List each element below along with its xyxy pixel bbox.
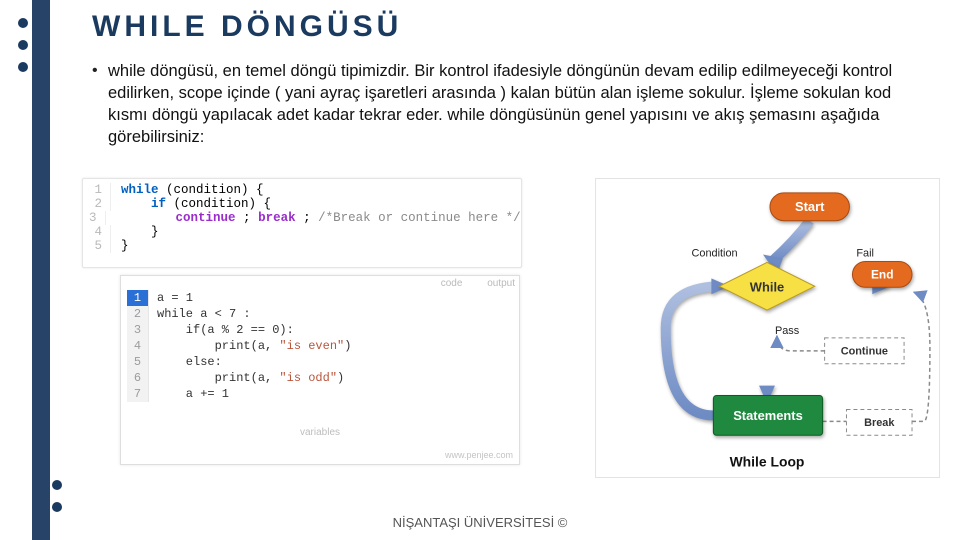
edge-label-condition: Condition (692, 247, 738, 259)
bullet-marker: • (92, 60, 108, 148)
slide-left-decor (14, 0, 64, 540)
line-number: 1 (127, 290, 149, 306)
code-line: while a < 7 : (157, 306, 251, 322)
tab-code: code (441, 278, 463, 289)
node-statements: Statements (733, 408, 803, 423)
code-line: a += 1 (157, 386, 229, 402)
slide-title: WHILE DÖNGÜSÜ (92, 10, 402, 44)
code-line: a = 1 (157, 290, 193, 306)
line-number: 1 (89, 183, 111, 197)
tab-output: output (487, 278, 515, 289)
code-line: if (condition) { (111, 197, 271, 211)
code-line: print(a, "is odd") (157, 370, 344, 386)
line-number: 7 (127, 386, 149, 402)
bullet-text: while döngüsü, en temel döngü tipimizdir… (108, 60, 922, 148)
code-line: continue ; break ; /*Break or continue h… (106, 211, 521, 225)
slide-footer: NİŞANTAŞI ÜNİVERSİTESİ © (0, 515, 960, 530)
code-line: if(a % 2 == 0): (157, 322, 294, 338)
code-block-generic-while: 1while (condition) {2 if (condition) {3 … (82, 178, 522, 268)
node-start: Start (795, 199, 825, 214)
bullet-row: • while döngüsü, en temel döngü tipimizd… (92, 60, 922, 148)
code-line: print(a, "is even") (157, 338, 351, 354)
node-break: Break (864, 417, 895, 429)
node-end: End (871, 268, 894, 282)
code-line: else: (157, 354, 222, 370)
code-block-example: code output 1 a = 1 2 while a < 7 : 3 if(a %… (120, 275, 520, 465)
code2-variables-label: variables (300, 427, 340, 438)
node-continue: Continue (841, 346, 888, 358)
while-flow-diagram: Start While End Statements Continue Brea… (595, 178, 940, 478)
diagram-caption: While Loop (730, 454, 805, 470)
code-line: } (111, 239, 129, 253)
node-while: While (750, 280, 784, 295)
line-number: 3 (89, 211, 106, 225)
edge-label-pass: Pass (775, 325, 800, 337)
line-number: 4 (89, 225, 111, 239)
code-line: } (111, 225, 159, 239)
line-number: 6 (127, 370, 149, 386)
line-number: 2 (127, 306, 149, 322)
line-number: 5 (89, 239, 111, 253)
line-number: 2 (89, 197, 111, 211)
edge-label-fail: Fail (856, 247, 874, 259)
code2-tabs: code output (419, 278, 515, 289)
line-number: 5 (127, 354, 149, 370)
line-number: 4 (127, 338, 149, 354)
code2-watermark: www.penjee.com (445, 450, 513, 460)
code-line: while (condition) { (111, 183, 264, 197)
line-number: 3 (127, 322, 149, 338)
